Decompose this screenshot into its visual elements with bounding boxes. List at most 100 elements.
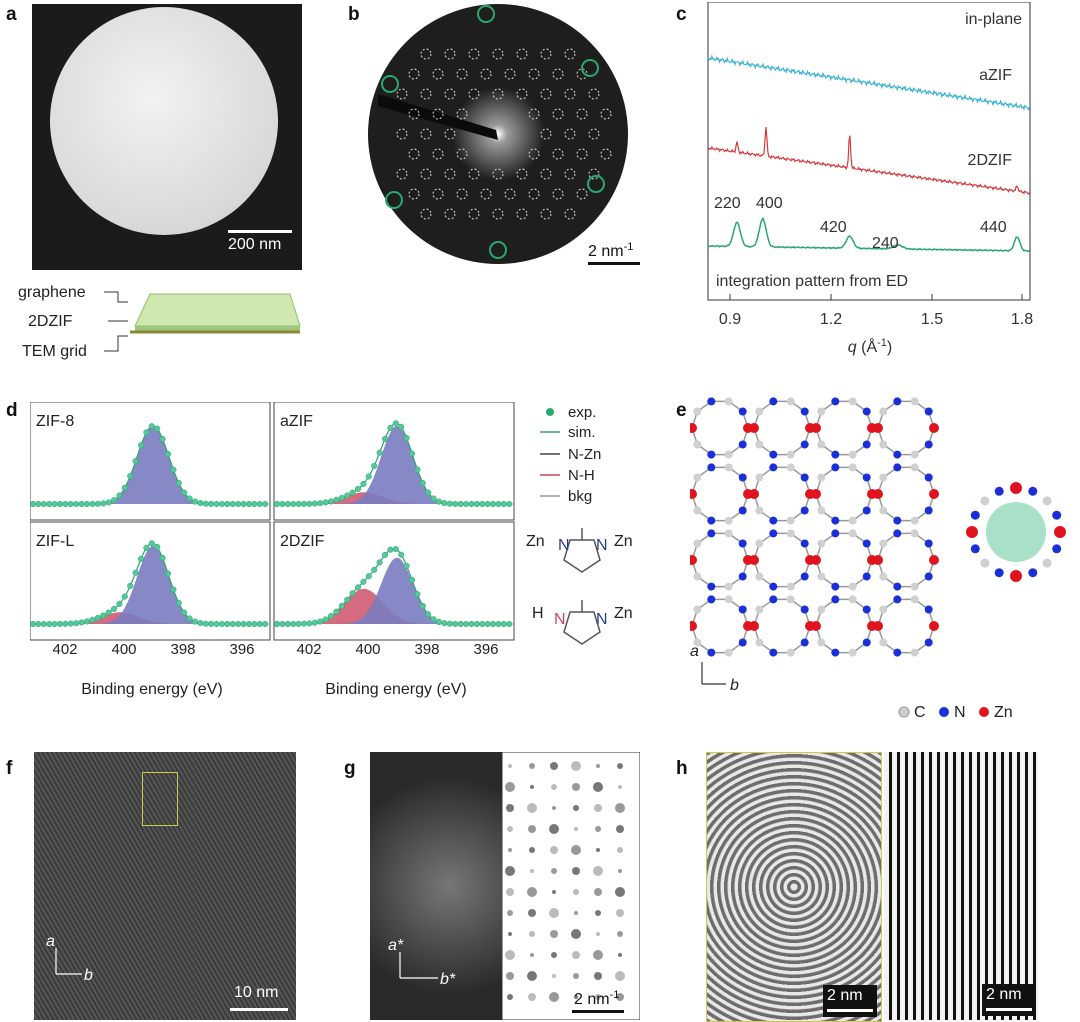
exp-point <box>295 500 302 508</box>
atom <box>970 544 980 554</box>
atom <box>862 407 871 416</box>
atom <box>831 516 840 525</box>
atom <box>749 423 759 433</box>
diffraction-spot <box>588 168 600 180</box>
atom <box>848 582 857 591</box>
legend-nzn: N-Zn <box>568 446 601 463</box>
diffraction-spot <box>396 168 408 180</box>
exp-point <box>306 500 313 507</box>
diffraction-spot <box>432 188 444 200</box>
atom <box>707 595 716 604</box>
atom <box>1042 496 1052 506</box>
exp-point <box>256 500 263 508</box>
sim-spot <box>552 890 556 894</box>
exp-point <box>387 424 394 431</box>
atom <box>724 397 733 406</box>
atom <box>924 539 933 548</box>
exp-point <box>327 498 335 505</box>
exp-point <box>73 500 80 508</box>
x-tick-1.2: 1.2 <box>820 311 842 328</box>
atom <box>910 648 919 657</box>
series-label-2dzif: 2DZIF <box>968 152 1013 169</box>
diffraction-spot <box>444 88 456 100</box>
atom <box>848 529 857 538</box>
atom <box>831 582 840 591</box>
sim-spot <box>527 887 537 897</box>
atom <box>862 506 871 515</box>
diffraction-spot <box>444 128 456 140</box>
atom <box>693 638 702 647</box>
exp-point <box>425 489 432 496</box>
exp-point <box>338 494 345 501</box>
atom <box>800 506 809 515</box>
atom <box>693 407 702 416</box>
atom <box>707 582 716 591</box>
atom <box>862 440 871 449</box>
diffraction-spot <box>420 128 432 140</box>
svg-text:C: C <box>914 704 926 721</box>
diffraction-spot <box>504 188 516 200</box>
exp-point <box>35 500 42 508</box>
sim-spot <box>507 910 513 916</box>
sim-spot <box>551 952 557 958</box>
atom <box>724 648 733 657</box>
atom <box>893 463 902 472</box>
atom <box>873 621 883 631</box>
subpanel-zifl: ZIF-L <box>36 533 74 550</box>
diffraction-spot <box>456 68 468 80</box>
scale-bar-label: 2 nm-1 <box>574 989 619 1008</box>
exp-point <box>354 584 362 591</box>
atom <box>749 621 759 631</box>
atom <box>862 638 871 647</box>
imidazolate-structures: Zn N N Zn H N N Zn <box>526 528 633 645</box>
atom <box>893 516 902 525</box>
exp-point <box>78 619 85 626</box>
sim-spot <box>617 847 623 853</box>
atom <box>786 648 795 657</box>
atom <box>769 463 778 472</box>
diffraction-spot <box>408 148 420 160</box>
exp-point <box>468 620 475 628</box>
atom <box>738 539 747 548</box>
diffraction-spot <box>480 68 492 80</box>
scale-bar-label: 2 nm-1 <box>588 241 633 260</box>
exp-point <box>279 500 286 508</box>
exp-point <box>143 544 150 551</box>
xps-subplot-frame <box>30 402 271 521</box>
atom <box>817 473 826 482</box>
panel-label-e: e <box>676 400 687 421</box>
exp-point <box>290 620 297 628</box>
atom <box>769 648 778 657</box>
atom <box>879 638 888 647</box>
n-zn-peak <box>274 557 514 624</box>
exp-point <box>333 608 340 615</box>
diffraction-spot <box>528 68 540 80</box>
diffraction-spot <box>468 208 480 220</box>
atom <box>848 516 857 525</box>
sim-spot <box>529 931 535 937</box>
exp-point <box>62 500 69 508</box>
sim-spot <box>508 764 512 768</box>
sim-spot <box>506 972 514 980</box>
diffraction-spot <box>552 68 564 80</box>
exp-point <box>457 500 464 508</box>
atom <box>893 397 902 406</box>
svg-text:a: a <box>46 934 55 950</box>
diffraction-spot <box>540 168 552 180</box>
atom <box>831 397 840 406</box>
sim-spot <box>594 804 602 812</box>
scale-bar-label-2: 2 nm <box>986 986 1022 1003</box>
exp-point <box>251 500 258 508</box>
svg-text:N: N <box>558 537 570 554</box>
legend-exp: exp. <box>568 404 596 421</box>
zif-layer <box>135 326 300 331</box>
atom <box>786 463 795 472</box>
exp-point <box>403 562 410 569</box>
exp-point <box>500 620 507 628</box>
svg-text:H: H <box>532 605 544 622</box>
atom <box>707 397 716 406</box>
diffraction-spot <box>396 88 408 100</box>
diffraction-spot <box>588 128 600 140</box>
panel-label-a: a <box>6 4 17 25</box>
exp-point <box>295 620 302 627</box>
